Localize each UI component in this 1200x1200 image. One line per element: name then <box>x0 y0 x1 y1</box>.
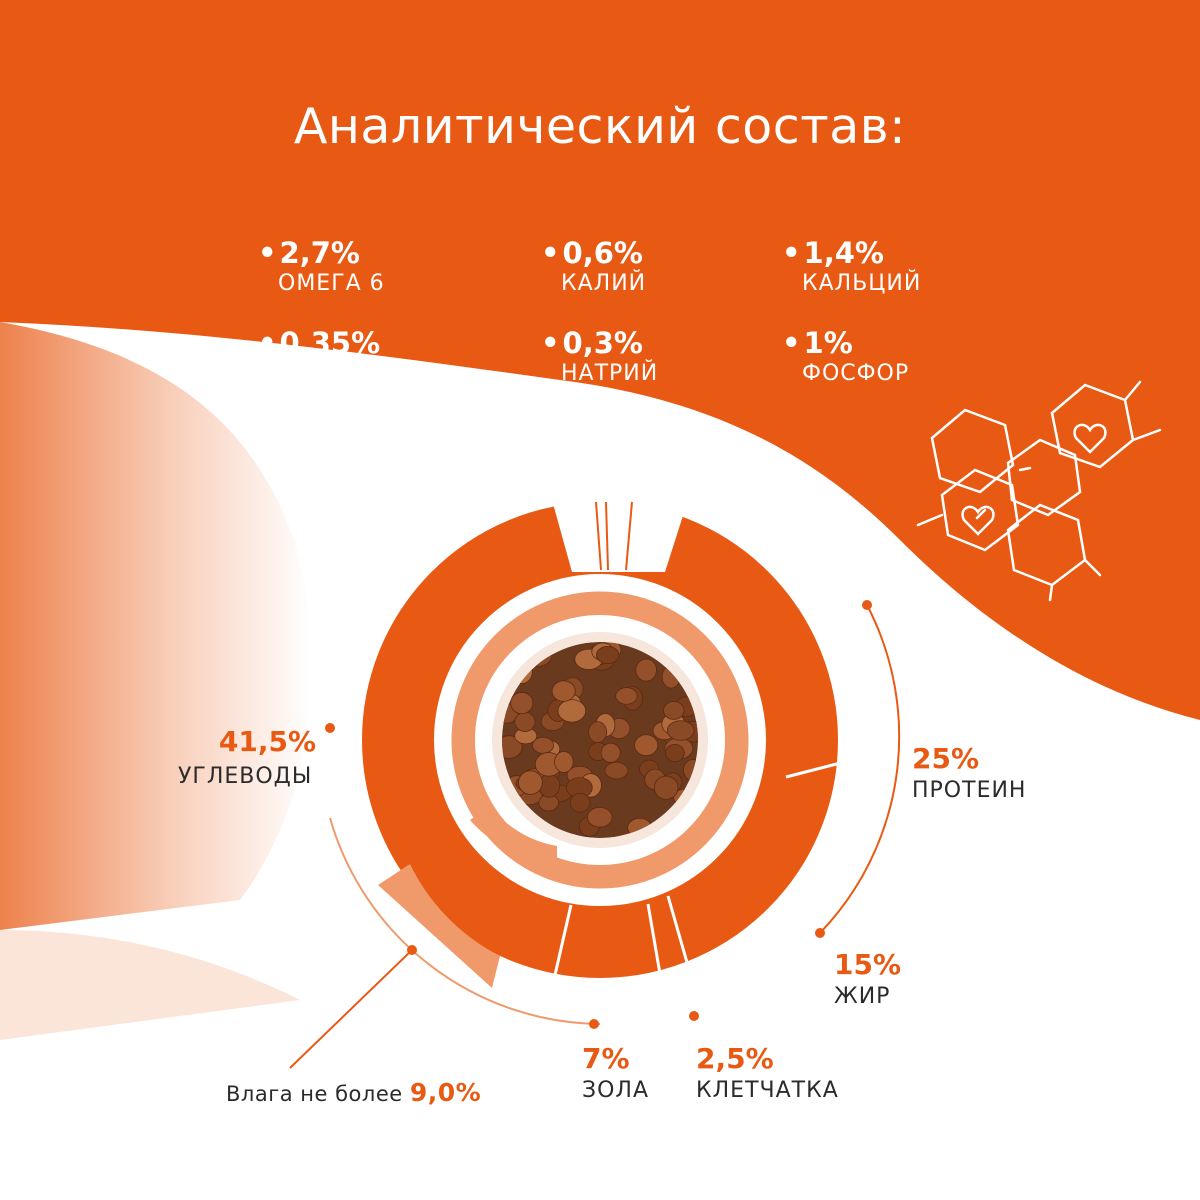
kibble-piece <box>665 743 685 763</box>
composition-carbs: 41,5% <box>216 725 316 759</box>
nutrient-value: 0,3% <box>562 326 643 360</box>
left-glow <box>0 322 312 930</box>
kibble-piece <box>634 734 659 757</box>
kibble-piece <box>595 645 620 665</box>
nutrient-omega6: • 2,7% ОМЕГА 6 <box>258 236 385 296</box>
nutrient-value: 2,7% <box>279 236 360 270</box>
donut-gap-top <box>552 500 688 572</box>
nutrient-potassium: • 0,6% КАЛИЙ <box>541 236 647 296</box>
outer-ring-accent <box>819 604 901 934</box>
kibble-piece <box>557 699 587 723</box>
kibble-piece <box>653 775 679 800</box>
kibble-piece <box>615 687 638 705</box>
composition-value: 41,5% <box>218 725 316 758</box>
composition-value: 2,5% <box>696 1042 774 1075</box>
nutrient-name: НАТРИЙ <box>561 361 659 386</box>
nutrient-name: ОМЕГА 3 <box>278 361 385 386</box>
inner-ring <box>451 591 749 889</box>
composition-fat: 15% ЖИР <box>834 948 901 1012</box>
composition-value: 15% <box>834 948 902 981</box>
moisture-note: Влага не более 9,0% <box>226 1078 481 1107</box>
nutrient-phosphorus: • 1% ФОСФОР <box>782 326 910 386</box>
composition-name: ПРОТЕИН <box>912 778 1027 803</box>
kibble-piece <box>586 806 613 828</box>
nutrient-value: 0,35% <box>279 326 381 360</box>
moisture-segment <box>378 864 500 988</box>
nutrient-iodine: • 2,8% Йод <box>258 418 360 478</box>
nutrient-value: 2,8% <box>279 418 360 452</box>
nutrient-omega3: • 0,35% ОМЕГА 3 <box>258 326 385 386</box>
orange-header-area <box>0 0 1200 720</box>
kibble-piece <box>588 721 607 743</box>
nutrient-sodium: • 0,3% НАТРИЙ <box>541 326 659 386</box>
kibble-piece <box>510 691 534 715</box>
hexagon-molecule-hearts-icon <box>916 380 1162 602</box>
kibble-piece <box>514 711 536 732</box>
page-title: Аналитический состав: <box>293 98 907 155</box>
nutrient-name: Йод <box>278 453 327 478</box>
nutrient-value: 1,4% <box>803 236 884 270</box>
moisture-value: 9,0% <box>409 1078 482 1107</box>
composition-name: КЛЕТЧАТКА <box>696 1078 839 1103</box>
nutrient-value: 0,6% <box>562 236 643 270</box>
kibble-piece <box>554 751 574 773</box>
kibble-piece <box>532 736 554 754</box>
moisture-leader <box>289 949 413 1069</box>
composition-name: УГЛЕВОДЫ <box>178 764 313 789</box>
kibble-piece <box>518 770 543 795</box>
composition-name: ЖИР <box>834 984 891 1009</box>
moisture-label: Влага не более <box>226 1082 403 1106</box>
outer-ring-accent-left <box>329 817 601 1025</box>
composition-value: 7% <box>582 1042 630 1075</box>
nutrient-name: ФОСФОР <box>802 361 910 386</box>
nutrient-name: ОМЕГА 6 <box>278 271 385 296</box>
nutrient-name: КАЛЬЦИЙ <box>802 271 922 296</box>
kibble-piece <box>663 701 685 720</box>
composition-fiber: 2,5% КЛЕТЧАТКА <box>696 1042 839 1106</box>
composition-carbs-label: УГЛЕВОДЫ <box>178 762 312 792</box>
composition-protein: 25% ПРОТЕИН <box>912 742 1026 806</box>
kibble-piece <box>635 658 657 682</box>
kibble-piece <box>569 792 591 813</box>
composition-ash: 7% ЗОЛА <box>582 1042 649 1106</box>
nutrient-value: 1% <box>803 326 853 360</box>
kibble-piece <box>666 720 695 741</box>
nutrient-calcium: • 1,4% КАЛЬЦИЙ <box>782 236 922 296</box>
nutrient-name: КАЛИЙ <box>561 271 647 296</box>
kibble-piece <box>551 680 576 702</box>
composition-name: ЗОЛА <box>582 1078 650 1103</box>
left-glow-lower <box>0 930 300 1040</box>
kibble-piece <box>600 742 621 763</box>
kibble-piece <box>604 761 629 780</box>
composition-value: 25% <box>912 742 980 775</box>
